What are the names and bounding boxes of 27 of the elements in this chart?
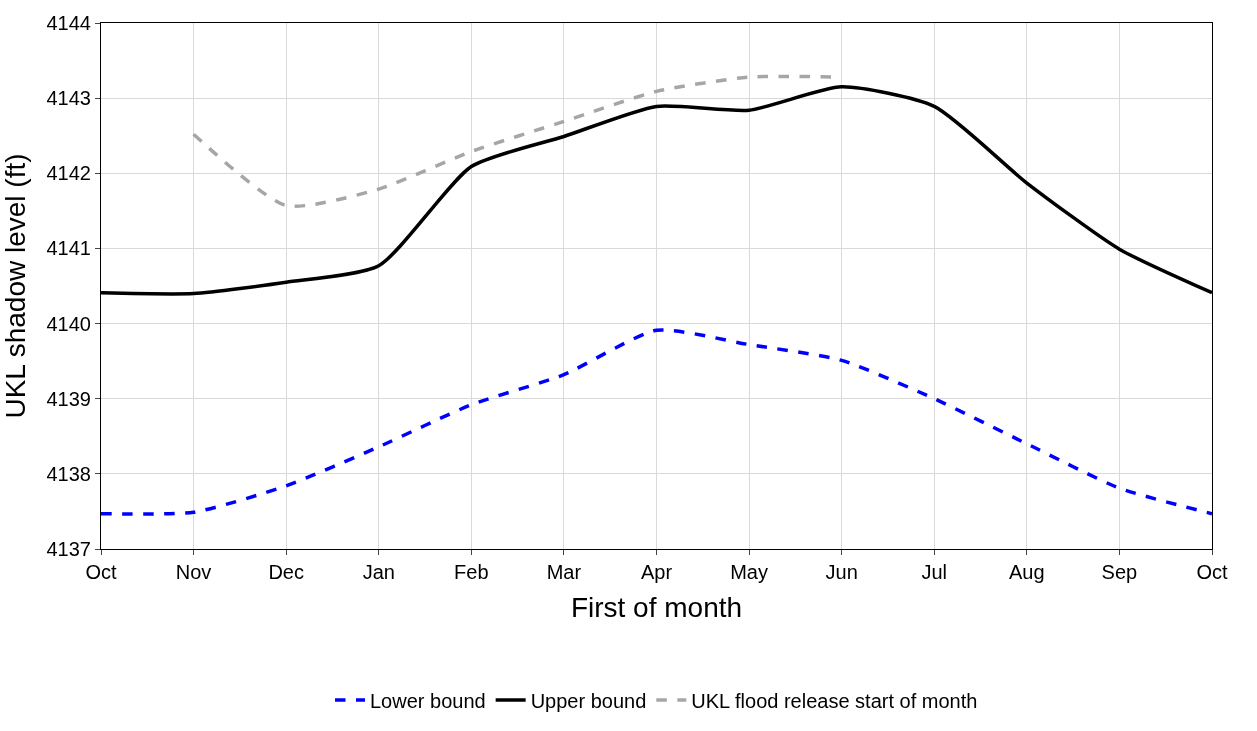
- x-tick-label: Sep: [1101, 561, 1138, 583]
- y-tick-label: 4143: [46, 87, 91, 110]
- legend-label: Lower bound: [370, 689, 486, 712]
- y-tick-label: 4140: [46, 312, 91, 335]
- x-tick-label: Apr: [640, 561, 673, 583]
- legend-label: UKL flood release start of month: [691, 689, 978, 712]
- x-tick-label: Aug: [1009, 561, 1045, 583]
- y-tick-label: 4141: [46, 237, 91, 260]
- y-tick-label: 4139: [46, 387, 91, 410]
- x-tick-label: Jun: [825, 561, 858, 583]
- x-tick-label: Jan: [362, 561, 395, 583]
- x-tick-label: Oct: [1196, 561, 1228, 583]
- x-tick-label: Mar: [546, 561, 582, 583]
- y-axis-title: UKL shadow level (ft): [0, 153, 31, 419]
- x-tick-label: Feb: [454, 561, 489, 583]
- x-tick-label: Nov: [175, 561, 212, 583]
- y-tick-label: 4144: [46, 12, 91, 34]
- y-tick-label: 4142: [46, 162, 91, 185]
- x-tick-label: Jul: [921, 561, 948, 583]
- y-tick-label: 4137: [46, 538, 91, 560]
- y-tick-label: 4138: [46, 462, 91, 485]
- x-axis-title: First of month: [570, 592, 743, 624]
- x-tick-label: Oct: [85, 561, 117, 583]
- x-tick-label: May: [730, 561, 768, 583]
- line-series: [101, 328, 1212, 516]
- legend-label: Upper bound: [530, 689, 647, 712]
- x-tick-label: Dec: [268, 561, 304, 583]
